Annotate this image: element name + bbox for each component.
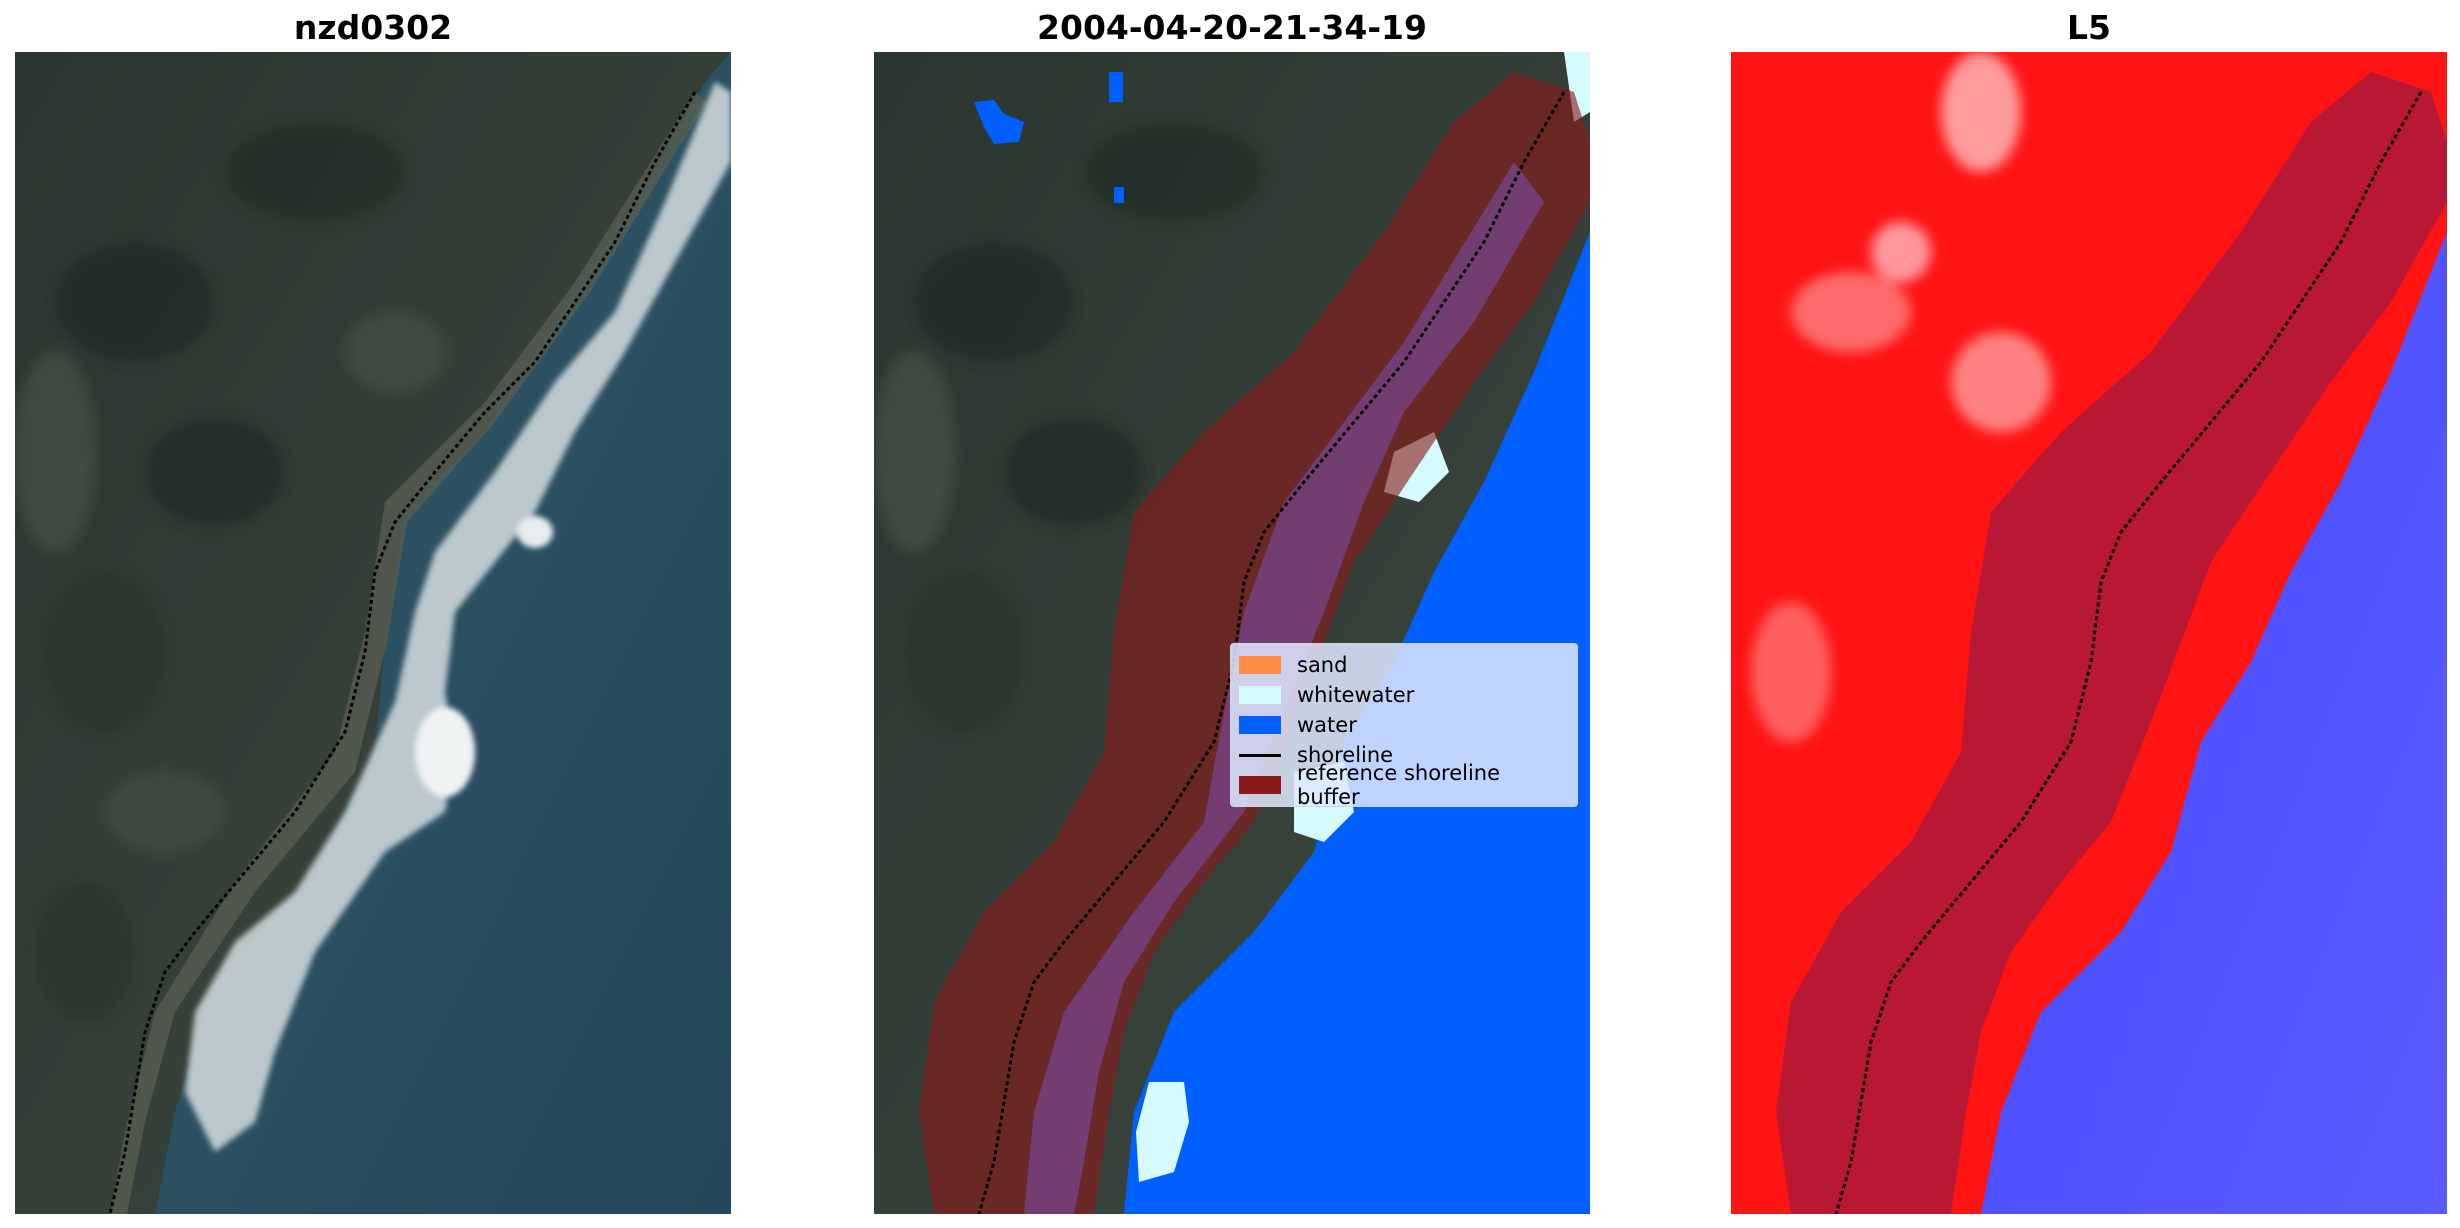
legend-swatch-water (1239, 716, 1281, 734)
legend-swatch-buffer (1239, 776, 1281, 794)
legend-swatch-shoreline (1239, 753, 1281, 757)
classification-image (874, 52, 1590, 1214)
legend-item-buffer: reference shoreline buffer (1239, 761, 1569, 809)
legend-item-water: water (1239, 710, 1569, 740)
legend-label-sand: sand (1297, 653, 1348, 677)
legend-item-sand: sand (1239, 650, 1569, 680)
legend-swatch-sand (1239, 656, 1281, 674)
legend-label-whitewater: whitewater (1297, 683, 1415, 707)
classification-panel (874, 52, 1590, 1214)
panel-title-classification: 2004-04-20-21-34-19 (1037, 8, 1427, 47)
panel-title-rgb: nzd0302 (293, 8, 453, 47)
legend-item-whitewater: whitewater (1239, 680, 1569, 710)
index-panel (1731, 52, 2447, 1214)
legend-label-water: water (1297, 713, 1357, 737)
legend-label-buffer: reference shoreline buffer (1297, 761, 1501, 809)
panel-title-index: L5 (2067, 8, 2111, 47)
legend-label-shoreline: shoreline (1297, 743, 1394, 767)
rgb-image (15, 52, 731, 1214)
legend: sand whitewater water shoreline referenc… (1230, 643, 1578, 809)
legend-item-shoreline: shoreline (1239, 740, 1569, 770)
index-image (1731, 52, 2447, 1214)
legend-swatch-whitewater (1239, 686, 1281, 704)
rgb-image-panel (15, 52, 731, 1214)
